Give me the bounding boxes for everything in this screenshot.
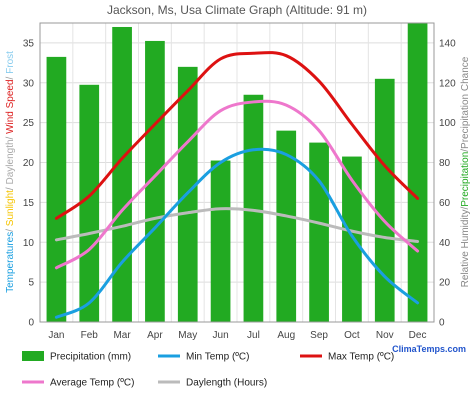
legend-swatch — [22, 351, 44, 361]
precipitation-bar — [407, 23, 428, 322]
right-axis-ticks: 0 20 40 60 80 100 120 140 — [439, 38, 456, 328]
x-tick-label: Feb — [81, 330, 99, 341]
x-tick-label: Aug — [277, 330, 295, 341]
x-tick-label: Jun — [213, 330, 229, 341]
left-tick-label: 30 — [23, 78, 35, 89]
precipitation-bar — [145, 40, 165, 322]
right-tick-label: 0 — [439, 318, 445, 329]
axis-label-part: Precipitation Chance — [460, 56, 471, 149]
right-tick-label: 80 — [439, 158, 451, 169]
axis-label-part: Precipitation — [460, 152, 471, 207]
left-axis-label: Temperatures/ Sunlight/ Daylength/ Wind … — [5, 51, 16, 293]
x-tick-label: Sep — [310, 330, 328, 341]
min-temp-line — [54, 147, 420, 319]
x-tick-label: Mar — [113, 330, 131, 341]
x-tick-label: May — [178, 330, 197, 341]
right-tick-label: 20 — [439, 278, 451, 289]
axis-label-part: Daylength — [5, 139, 16, 184]
average-temp-line — [54, 99, 420, 270]
precipitation-bar — [112, 26, 132, 323]
left-tick-label: 10 — [23, 238, 35, 249]
left-axis-ticks: 0 5 10 15 20 25 30 35 — [23, 38, 35, 328]
axis-label-part: Wind Speed — [5, 79, 16, 133]
x-tick-label: Jan — [48, 330, 64, 341]
axis-label-part: Frost — [5, 51, 16, 74]
axis-label-part: / — [460, 207, 471, 210]
left-tick-label: 20 — [23, 158, 35, 169]
series-lines — [54, 51, 420, 319]
axis-label-part: Temperatures — [5, 232, 16, 293]
x-tick-label: Nov — [376, 330, 394, 341]
precipitation-bars — [46, 23, 428, 323]
legend-label: Average Temp (ºC) — [50, 378, 134, 389]
precipitation-bar — [210, 160, 231, 322]
daylength-line — [54, 207, 420, 243]
right-tick-label: 100 — [439, 118, 456, 129]
axis-label-part: / — [460, 149, 471, 152]
right-axis-label: Relative Humidity/Precipitation/Precipit… — [460, 56, 471, 287]
right-tick-label: 140 — [439, 38, 456, 49]
right-tick-label: 60 — [439, 198, 451, 209]
precipitation-bar — [309, 142, 329, 322]
precipitation-bar — [342, 156, 362, 322]
axis-label-part: / — [5, 185, 16, 191]
axis-label-part: Relative Humidity — [460, 210, 471, 288]
x-tick-label: Jul — [247, 330, 260, 341]
left-tick-label: 35 — [23, 38, 35, 49]
chart-title: Jackson, Ms, Usa Climate Graph (Altitude… — [107, 3, 367, 17]
legend-label: Precipitation (mm) — [50, 352, 131, 363]
left-tick-label: 15 — [23, 198, 35, 209]
legend-label: Min Temp (ºC) — [186, 352, 249, 363]
right-tick-label: 40 — [439, 238, 451, 249]
x-tick-label: Oct — [344, 330, 360, 341]
axis-label-part: / — [5, 74, 16, 80]
left-tick-label: 25 — [23, 118, 35, 129]
axis-label-part: / — [5, 226, 16, 232]
precipitation-bar — [276, 130, 297, 322]
legend: Precipitation (mm) Min Temp (ºC) Max Temp … — [22, 351, 394, 389]
precipitation-bar — [46, 56, 67, 323]
legend-average-temp: Average Temp (ºC) — [22, 378, 134, 389]
axis-label-part: / — [5, 134, 16, 140]
plot-frame — [39, 22, 435, 323]
legend-min-temp: Min Temp (ºC) — [158, 352, 249, 363]
x-tick-label: Dec — [409, 330, 427, 341]
precipitation-bar — [374, 78, 395, 323]
x-axis-ticks: Jan Feb Mar Apr May Jun Jul Aug Sep Oct Nov Dec — [48, 330, 426, 341]
x-tick-label: Apr — [147, 330, 163, 341]
legend-label: Daylength (Hours) — [186, 378, 267, 389]
axis-label-part: Sunlight — [5, 190, 16, 226]
legend-max-temp: Max Temp (ºC) — [300, 352, 394, 363]
legend-label: Max Temp (ºC) — [328, 352, 394, 363]
legend-precipitation: Precipitation (mm) — [22, 351, 131, 363]
legend-daylength: Daylength (Hours) — [158, 378, 267, 389]
left-tick-label: 5 — [28, 278, 34, 289]
left-tick-label: 0 — [28, 318, 34, 329]
precipitation-bar — [79, 84, 100, 322]
max-temp-line — [54, 51, 420, 220]
brand-watermark: ClimaTemps.com — [392, 344, 466, 354]
right-tick-label: 120 — [439, 78, 456, 89]
